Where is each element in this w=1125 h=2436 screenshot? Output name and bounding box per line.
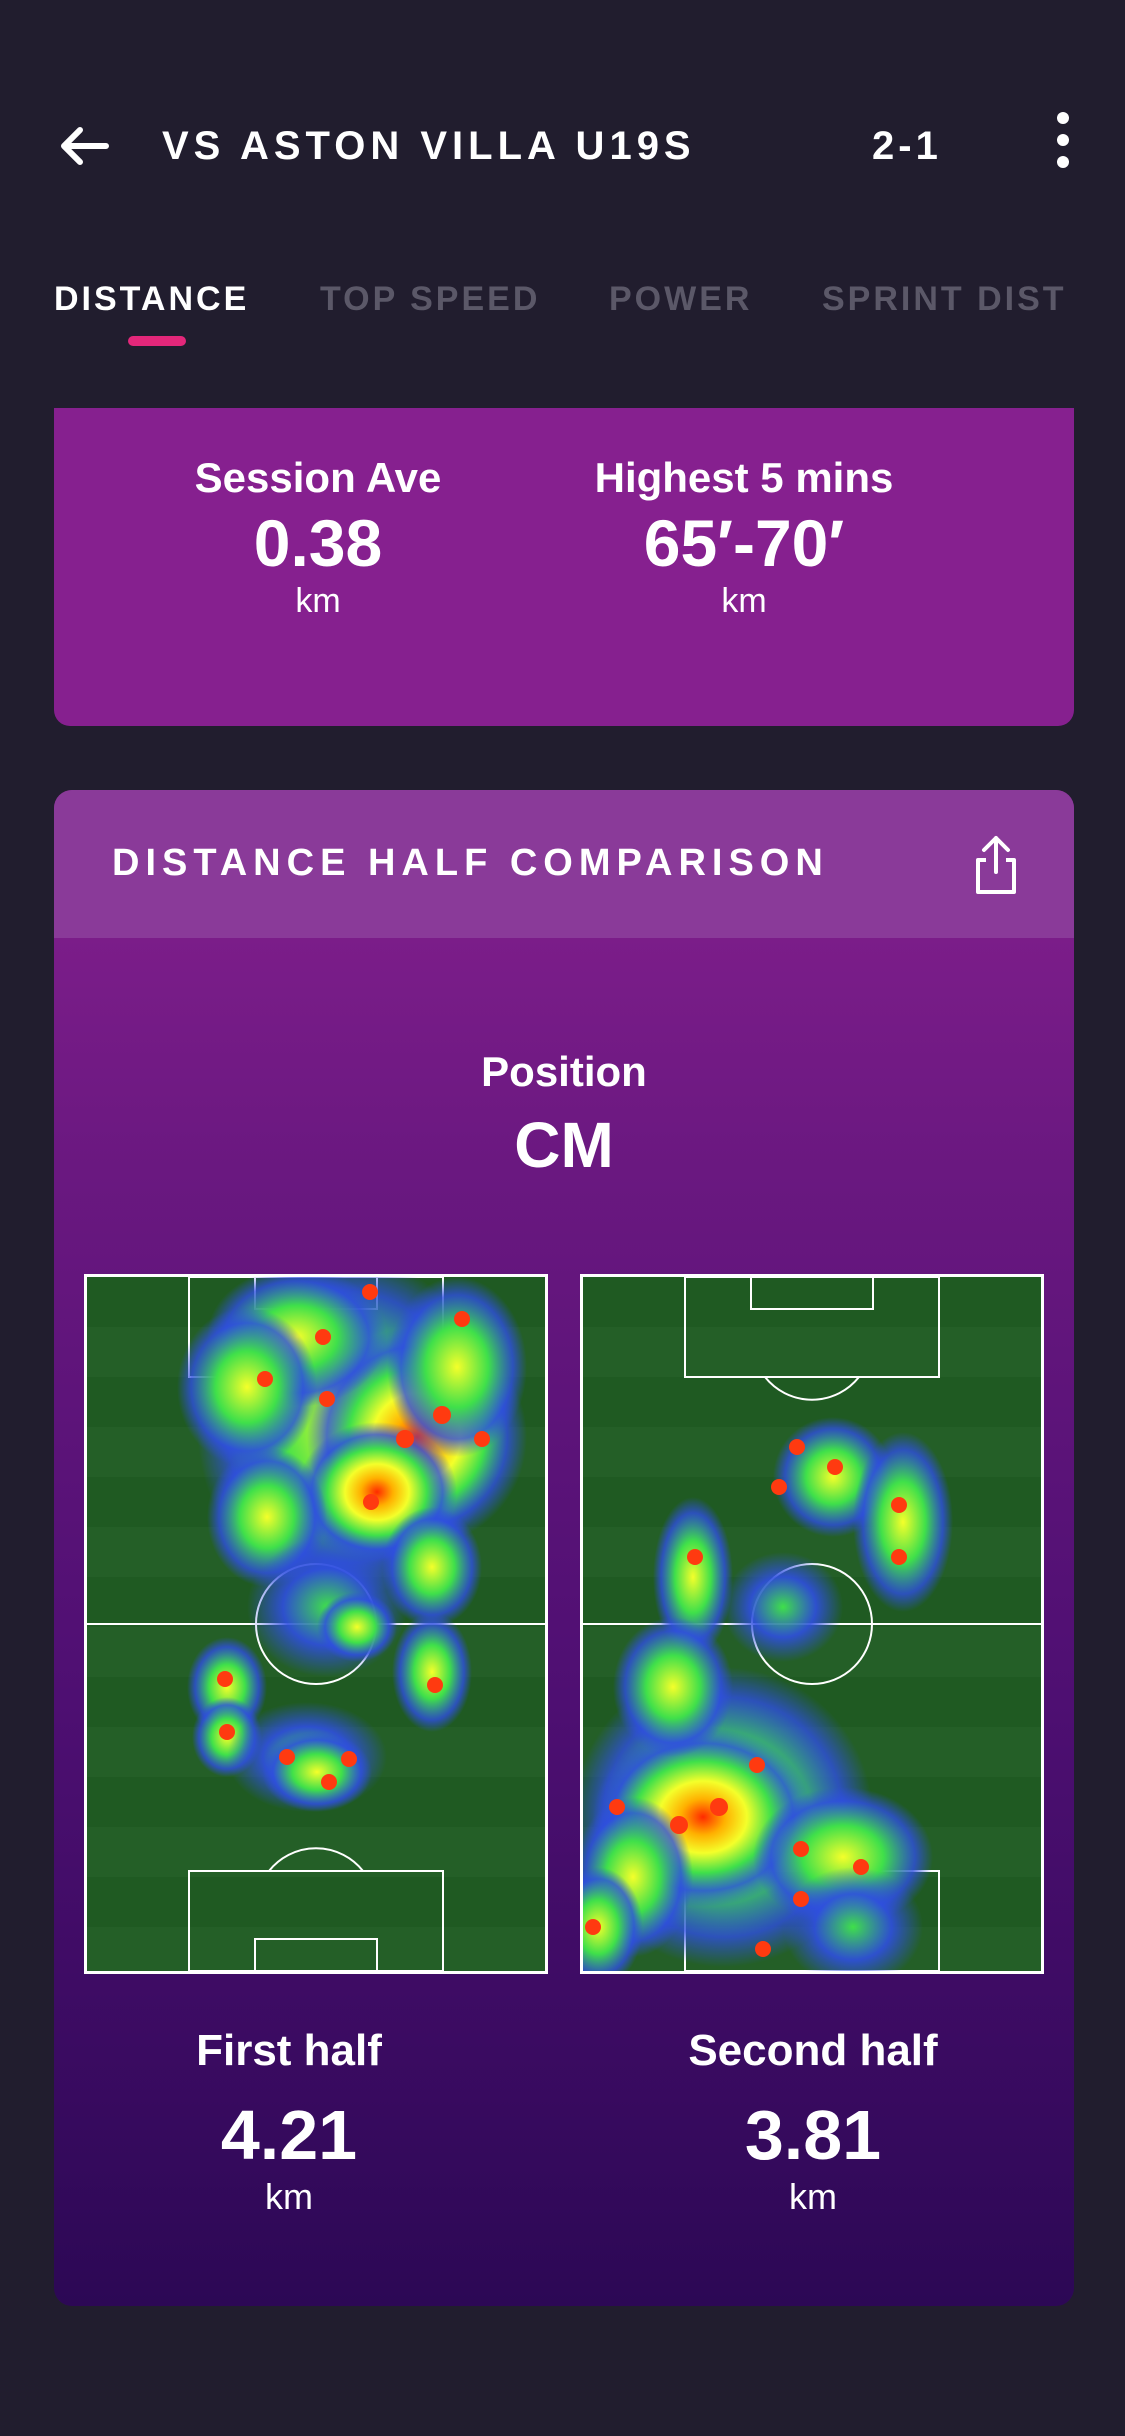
session-average-label: Session Ave bbox=[194, 454, 442, 501]
more-options-button[interactable] bbox=[1048, 112, 1078, 178]
second-half-heatmap bbox=[580, 1274, 1044, 1974]
second-half-value: 3.81 bbox=[744, 2096, 882, 2174]
active-tab-indicator bbox=[128, 336, 186, 346]
first-half-label: First half bbox=[196, 2026, 382, 2075]
back-button[interactable] bbox=[56, 118, 112, 174]
summary-card: Session Ave 0.38 km Highest 5 mins 65′-7… bbox=[54, 408, 1074, 726]
session-average-stat: Session Ave 0.38 km bbox=[118, 454, 518, 621]
arrow-left-icon bbox=[61, 127, 109, 165]
top-bar: VS ASTON VILLA U19S 2-1 bbox=[0, 0, 1125, 300]
position-value: CM bbox=[514, 1109, 614, 1181]
highest-5-mins-value: 65′-70′ bbox=[643, 506, 845, 580]
first-half-heatmap bbox=[84, 1274, 548, 1974]
page-title: VS ASTON VILLA U19S bbox=[162, 124, 696, 168]
half-comparison-card: DISTANCE HALF COMPARISON Position CM bbox=[54, 790, 1074, 2306]
highest-5-mins-unit: km bbox=[721, 582, 767, 620]
tab-power[interactable]: POWER bbox=[609, 280, 753, 318]
share-icon bbox=[976, 836, 1016, 894]
first-half-value: 4.21 bbox=[220, 2096, 358, 2174]
metric-tabs: DISTANCE TOP SPEED POWER SPRINT DIST bbox=[0, 270, 1125, 350]
second-half-unit: km bbox=[789, 2176, 837, 2217]
card-title: DISTANCE HALF COMPARISON bbox=[112, 842, 829, 884]
position-label: Position bbox=[481, 1048, 647, 1095]
more-vertical-icon bbox=[1048, 112, 1078, 168]
session-average-unit: km bbox=[295, 582, 341, 620]
highest-5-mins-stat: Highest 5 mins 65′-70′ km bbox=[524, 454, 964, 621]
tab-top-speed[interactable]: TOP SPEED bbox=[320, 280, 541, 318]
highest-5-mins-label: Highest 5 mins bbox=[594, 454, 894, 501]
session-average-value: 0.38 bbox=[253, 506, 383, 580]
second-half-label: Second half bbox=[688, 2026, 938, 2075]
share-button[interactable] bbox=[968, 832, 1024, 898]
first-half-unit: km bbox=[265, 2176, 313, 2217]
tab-sprint-dist[interactable]: SPRINT DIST bbox=[822, 280, 1067, 318]
tab-distance[interactable]: DISTANCE bbox=[54, 280, 250, 318]
match-score: 2-1 bbox=[872, 124, 942, 168]
card-header: DISTANCE HALF COMPARISON bbox=[54, 790, 1074, 938]
